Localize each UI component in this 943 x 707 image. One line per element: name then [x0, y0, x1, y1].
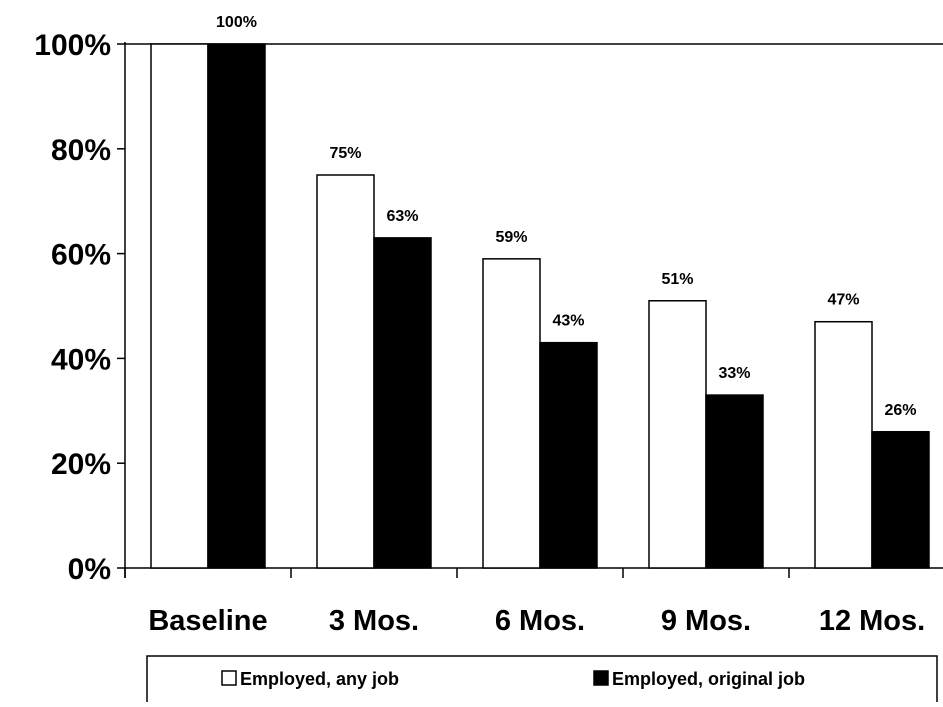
legend-swatch-original-job	[593, 670, 609, 686]
bar-original-job	[705, 394, 764, 569]
data-label: 59%	[495, 229, 527, 246]
y-tick-label: 20%	[51, 448, 111, 481]
data-label: 43%	[552, 313, 584, 330]
x-tick-label: 9 Mos.	[661, 605, 751, 637]
legend: Employed, any job Employed, original job	[146, 655, 938, 707]
y-tick-label: 100%	[34, 29, 111, 62]
data-label: 51%	[661, 271, 693, 288]
bar-any-job	[150, 43, 209, 569]
data-labels: 75% 59% 51% 47% 100% 63% 43% 33% 26%	[216, 14, 916, 419]
y-tick-label: 0%	[68, 553, 111, 586]
bar-original-job	[539, 341, 598, 569]
bar-any-job	[316, 174, 375, 569]
data-label: 33%	[718, 365, 750, 382]
bar-any-job	[814, 320, 873, 569]
bar-original-job	[207, 43, 266, 569]
bar-any-job	[648, 300, 707, 569]
legend-label: Employed, original job	[612, 669, 805, 689]
bars	[150, 43, 930, 569]
y-tick-label: 40%	[51, 343, 111, 376]
data-label: 100%	[216, 14, 257, 31]
axes: 0% 20% 40% 60% 80% 100% Baseline 3 Mos. 6 Mos. 9 …	[34, 29, 943, 637]
x-tick-label: 12 Mos.	[819, 605, 925, 637]
bar-any-job	[482, 258, 541, 569]
x-tick-label: Baseline	[148, 605, 267, 637]
data-label: 75%	[329, 145, 361, 162]
legend-swatch-any-job	[221, 670, 237, 686]
x-tick-label: 6 Mos.	[495, 605, 585, 637]
legend-label: Employed, any job	[240, 669, 399, 689]
legend-box	[146, 655, 938, 707]
data-label: 26%	[884, 402, 916, 419]
bar-original-job	[871, 431, 930, 569]
data-label: 63%	[386, 208, 418, 225]
y-tick-label: 80%	[51, 134, 111, 167]
bar-original-job	[373, 237, 432, 569]
x-tick-label: 3 Mos.	[329, 605, 419, 637]
y-tick-label: 60%	[51, 239, 111, 272]
data-label: 47%	[827, 292, 859, 309]
